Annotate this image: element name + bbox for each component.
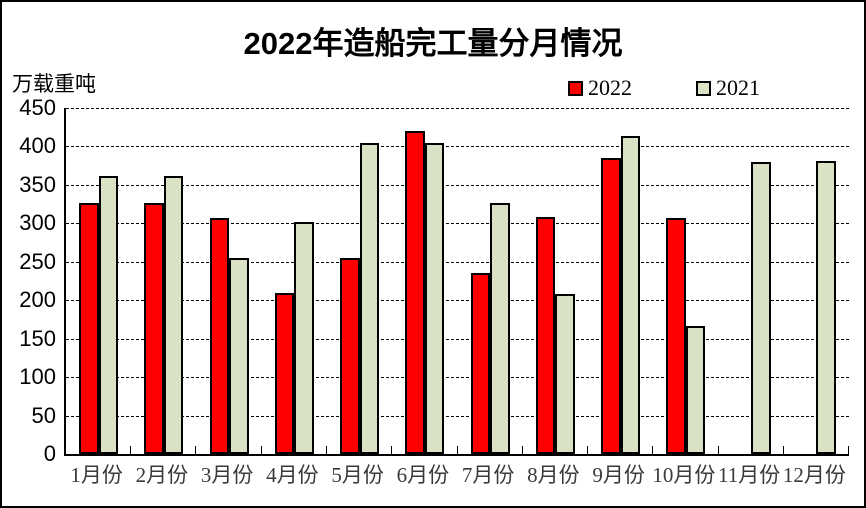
bar-2021-3月份 xyxy=(229,257,249,454)
y-tick-label-200: 200 xyxy=(19,287,56,313)
y-tick-label-100: 100 xyxy=(19,364,56,390)
bar-2022-6月份 xyxy=(405,131,425,454)
x-axis-tick xyxy=(456,446,458,454)
legend-swatch-2021 xyxy=(696,80,711,96)
bar-2022-1月份 xyxy=(79,203,99,454)
x-category-label-8月份: 8月份 xyxy=(527,463,580,487)
legend: 2022 2021 xyxy=(2,77,864,99)
y-tick-label-250: 250 xyxy=(19,248,56,274)
bar-2022-3月份 xyxy=(209,217,230,454)
bar-2021-4月份 xyxy=(294,221,314,454)
legend-item-2021: 2021 xyxy=(696,77,760,99)
x-axis-tick xyxy=(260,446,262,454)
x-axis-tick xyxy=(782,446,784,454)
y-tick-label-50: 50 xyxy=(31,402,56,428)
bar-2021-10月份 xyxy=(685,325,706,454)
gridline-y-50 xyxy=(66,415,849,417)
x-category-label-3月份: 3月份 xyxy=(200,463,254,487)
x-category-label-4月份: 4月份 xyxy=(266,463,319,487)
x-axis-tick xyxy=(586,446,588,454)
gridline-y-450 xyxy=(66,108,849,109)
y-axis-unit-label: 万载重吨 xyxy=(12,73,96,96)
x-category-label-6月份: 6月份 xyxy=(396,463,450,487)
legend-item-2022: 2022 xyxy=(568,77,632,99)
bar-2021-5月份 xyxy=(359,143,380,454)
x-axis-tick xyxy=(325,446,327,454)
x-axis-tick xyxy=(848,446,849,454)
x-category-label-11月份: 11月份 xyxy=(718,463,781,487)
bar-2021-9月份 xyxy=(620,136,641,454)
gridline-y-150 xyxy=(66,338,849,340)
gridline-y-300 xyxy=(66,223,849,225)
x-category-label-12月份: 12月份 xyxy=(782,463,846,487)
gridline-y-200 xyxy=(66,300,849,302)
x-axis-tick xyxy=(652,446,654,454)
x-category-label-9月份: 9月份 xyxy=(592,463,645,487)
x-axis-tick xyxy=(195,446,197,454)
y-tick-label-300: 300 xyxy=(19,210,56,236)
bar-2021-11月份 xyxy=(751,161,771,454)
x-axis-tick xyxy=(391,446,393,454)
y-tick-label-350: 350 xyxy=(19,171,56,197)
x-category-label-5月份: 5月份 xyxy=(331,463,384,487)
legend-label-2022: 2022 xyxy=(588,75,632,100)
bar-2022-5月份 xyxy=(340,257,360,454)
y-tick-label-400: 400 xyxy=(19,133,56,159)
bar-2021-6月份 xyxy=(424,142,445,454)
bar-2021-7月份 xyxy=(490,203,510,454)
bar-2021-12月份 xyxy=(816,161,836,454)
gridline-y-400 xyxy=(66,146,849,148)
y-tick-label-150: 150 xyxy=(19,325,56,351)
x-axis-tick xyxy=(717,446,719,454)
chart-title: 2022年造船完工量分月情况 xyxy=(243,26,623,61)
x-category-label-10月份: 10月份 xyxy=(652,463,716,487)
gridline-y-250 xyxy=(66,261,849,263)
y-tick-label-450: 450 xyxy=(19,95,56,120)
legend-swatch-2022 xyxy=(568,80,583,96)
legend-label-2021: 2021 xyxy=(716,75,760,100)
gridline-y-100 xyxy=(66,377,849,379)
bar-2022-9月份 xyxy=(601,157,621,454)
bar-2021-2月份 xyxy=(163,176,184,454)
bar-2021-8月份 xyxy=(555,294,575,454)
x-category-label-1月份: 1月份 xyxy=(70,463,123,487)
bar-2021-1月份 xyxy=(98,176,119,454)
bar-2022-2月份 xyxy=(144,202,164,454)
x-category-label-7月份: 7月份 xyxy=(461,463,515,487)
bar-2022-8月份 xyxy=(535,217,556,454)
plot-area xyxy=(64,108,849,456)
x-category-label-2月份: 2月份 xyxy=(135,463,189,487)
x-axis-tick xyxy=(521,446,523,454)
bar-2022-4月份 xyxy=(274,292,295,454)
gridline-y-350 xyxy=(66,184,849,186)
y-tick-label-0: 0 xyxy=(43,441,56,466)
bar-2022-10月份 xyxy=(666,217,686,454)
bar-2022-7月份 xyxy=(470,273,491,454)
x-axis-tick xyxy=(130,446,132,454)
